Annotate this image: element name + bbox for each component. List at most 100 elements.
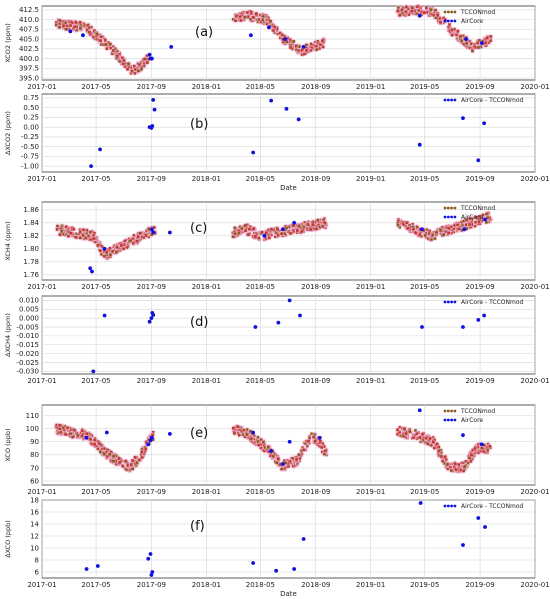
tccon-point — [304, 46, 308, 50]
tccon-point — [115, 53, 119, 57]
tccon-point — [85, 229, 89, 232]
tccon-point — [118, 52, 121, 56]
tccon-point — [109, 46, 112, 50]
tccon-point — [64, 21, 68, 25]
ytick-label: 1.86 — [23, 206, 39, 214]
tccon-point — [135, 239, 139, 243]
legend-marker — [446, 206, 450, 210]
aircore-point — [147, 52, 152, 57]
tccon-point — [238, 16, 242, 20]
tccon-point — [237, 231, 241, 235]
tccon-point — [93, 442, 96, 446]
tccon-point — [417, 9, 421, 12]
aircore-point — [81, 33, 85, 38]
tccon-point — [94, 32, 97, 35]
legend-marker — [443, 206, 447, 210]
tccon-point — [486, 39, 489, 43]
tccon-point — [129, 65, 133, 68]
tccon-point — [98, 442, 101, 446]
tccon-point — [72, 234, 76, 238]
diff-point — [276, 320, 281, 325]
y-axis-label: XCO2 (ppm) — [4, 23, 12, 63]
tccon-point — [306, 223, 310, 226]
y-axis-label: XCH4 (ppm) — [4, 221, 12, 260]
tccon-point — [418, 436, 422, 439]
legend-marker — [446, 19, 450, 23]
tccon-point — [85, 432, 89, 435]
tccon-point — [311, 223, 315, 227]
legend-entry: TCCONmod — [460, 205, 495, 212]
aircore-point — [262, 233, 267, 238]
diff-point — [98, 147, 102, 152]
tccon-point — [251, 18, 255, 21]
diff-point — [476, 158, 481, 163]
xtick-label: 2017-05 — [81, 83, 110, 91]
tccon-point — [62, 24, 65, 28]
tccon-point — [263, 15, 266, 19]
tccon-point — [84, 24, 87, 27]
tccon-point — [473, 42, 477, 46]
tccon-point — [436, 12, 440, 15]
diff-point — [476, 318, 481, 322]
tccon-point — [305, 49, 308, 52]
aircore-point — [461, 433, 465, 438]
tccon-point — [288, 40, 292, 44]
tccon-point — [143, 57, 147, 61]
tccon-point — [67, 234, 70, 238]
tccon-point — [79, 230, 82, 234]
tccon-point — [256, 435, 260, 439]
xtick-label: 2018-01 — [192, 175, 221, 183]
tccon-point — [468, 46, 472, 50]
legend-marker — [453, 504, 457, 508]
tccon-point — [264, 231, 268, 235]
xtick-label: 2017-05 — [81, 488, 110, 496]
legend-marker — [453, 215, 457, 219]
tccon-point — [259, 20, 263, 24]
ytick-label: -0.015 — [16, 341, 39, 349]
diff-point — [417, 142, 422, 147]
tccon-point — [89, 238, 93, 241]
tccon-point — [137, 66, 140, 70]
tccon-point — [410, 9, 414, 13]
tccon-point — [432, 13, 436, 17]
xtick-label: 2019-09 — [465, 83, 494, 91]
xtick-label: 2017-09 — [137, 488, 166, 496]
tccon-point — [433, 237, 437, 240]
tccon-point — [273, 31, 276, 34]
tccon-point — [233, 431, 236, 435]
tccon-point — [260, 230, 264, 234]
ytick-label: 402.5 — [19, 45, 39, 53]
diff-point — [296, 117, 301, 122]
legend-marker — [450, 10, 453, 14]
tccon-point — [118, 60, 121, 63]
tccon-point — [477, 46, 480, 49]
tccon-point — [322, 37, 325, 41]
legend-marker — [453, 10, 457, 14]
tccon-point — [289, 46, 293, 50]
tccon-point — [467, 39, 470, 43]
tccon-point — [470, 453, 473, 457]
tccon-point — [319, 43, 322, 46]
tccon-point — [298, 45, 301, 48]
tccon-point — [79, 25, 82, 29]
ytick-label: 80 — [30, 451, 39, 459]
tccon-point — [448, 28, 451, 32]
tccon-point — [256, 20, 260, 23]
tccon-point — [471, 47, 475, 50]
aircore-point — [267, 25, 271, 30]
tccon-point — [466, 46, 470, 49]
xtick-label: 2020-01 — [520, 488, 549, 496]
tccon-point — [111, 249, 114, 253]
tccon-point — [485, 36, 489, 40]
tccon-point — [409, 10, 412, 14]
tccon-point — [129, 463, 133, 466]
tccon-point — [302, 52, 306, 56]
aircore-point — [317, 435, 322, 440]
ytick-label: 0.50 — [23, 104, 39, 112]
tccon-point — [442, 16, 446, 20]
diff-point — [251, 561, 256, 565]
tccon-point — [248, 12, 252, 16]
tccon-point — [480, 43, 483, 47]
tccon-point — [445, 463, 449, 466]
tccon-point — [111, 45, 115, 48]
